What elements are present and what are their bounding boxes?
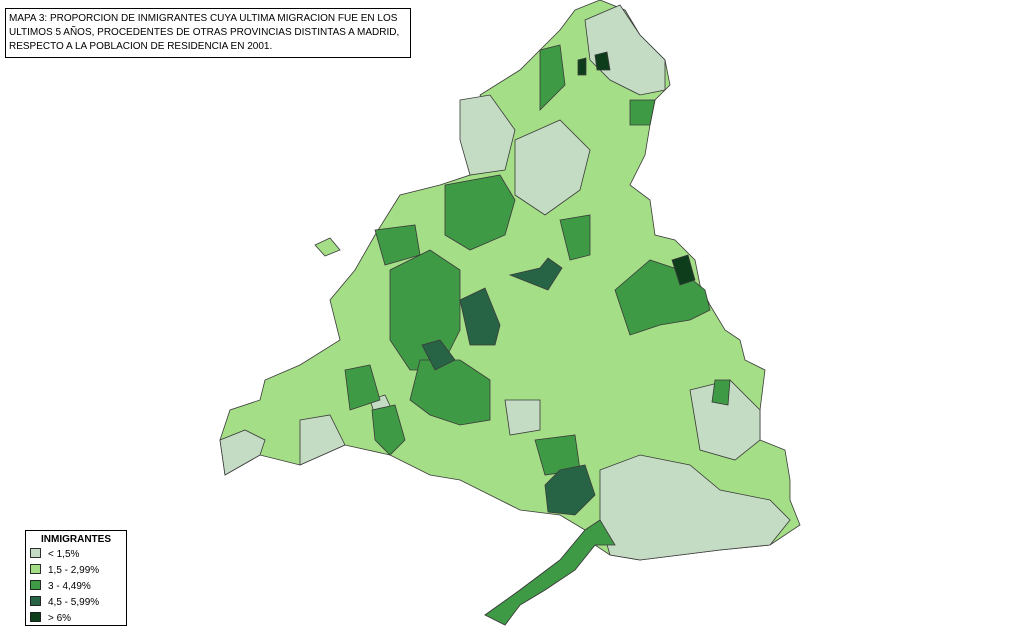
region — [459, 287, 501, 346]
legend-swatch — [30, 596, 41, 606]
title-box: MAPA 3: PROPORCION DE INMIGRANTES CUYA U… — [5, 8, 411, 58]
region — [594, 51, 611, 71]
region — [577, 57, 587, 76]
region — [459, 94, 516, 176]
legend-label: > 6% — [48, 613, 71, 624]
legend-swatch — [30, 580, 41, 590]
title-frame — [5, 8, 411, 58]
region — [421, 339, 456, 371]
region — [484, 519, 616, 626]
legend-swatch — [30, 564, 41, 574]
legend-label: 3 - 4,49% — [48, 581, 91, 592]
legend: INMIGRANTES < 1,5% 1,5 - 2,99% 3 - 4,49% 4,… — [25, 530, 127, 626]
legend-label: 1,5 - 2,99% — [48, 565, 99, 576]
title-line: ULTIMOS 5 AÑOS, PROCEDENTES DE OTRAS PRO… — [9, 25, 399, 38]
region — [599, 454, 791, 561]
region — [409, 359, 491, 426]
legend-frame — [25, 530, 127, 626]
legend-swatch — [30, 612, 41, 622]
region — [539, 44, 566, 111]
region — [314, 237, 341, 257]
legend-title: INMIGRANTES — [41, 534, 111, 545]
region — [544, 464, 596, 516]
title-line: RESPECTO A LA POBLACION DE RESIDENCIA EN… — [9, 41, 272, 52]
map — [219, 0, 801, 626]
region — [219, 429, 266, 476]
region — [514, 119, 591, 216]
region — [559, 214, 591, 261]
region — [389, 249, 461, 371]
region — [344, 364, 381, 411]
region — [711, 379, 731, 406]
legend-swatch — [30, 548, 41, 558]
legend-label: 4,5 - 5,99% — [48, 597, 99, 608]
region — [299, 414, 346, 466]
region — [629, 99, 656, 126]
region — [508, 257, 563, 291]
title-line: MAPA 3: PROPORCION DE INMIGRANTES CUYA U… — [9, 13, 398, 24]
region — [371, 404, 406, 456]
region — [671, 254, 696, 286]
legend-label: < 1,5% — [48, 549, 80, 560]
region — [504, 399, 541, 436]
region — [444, 174, 516, 251]
